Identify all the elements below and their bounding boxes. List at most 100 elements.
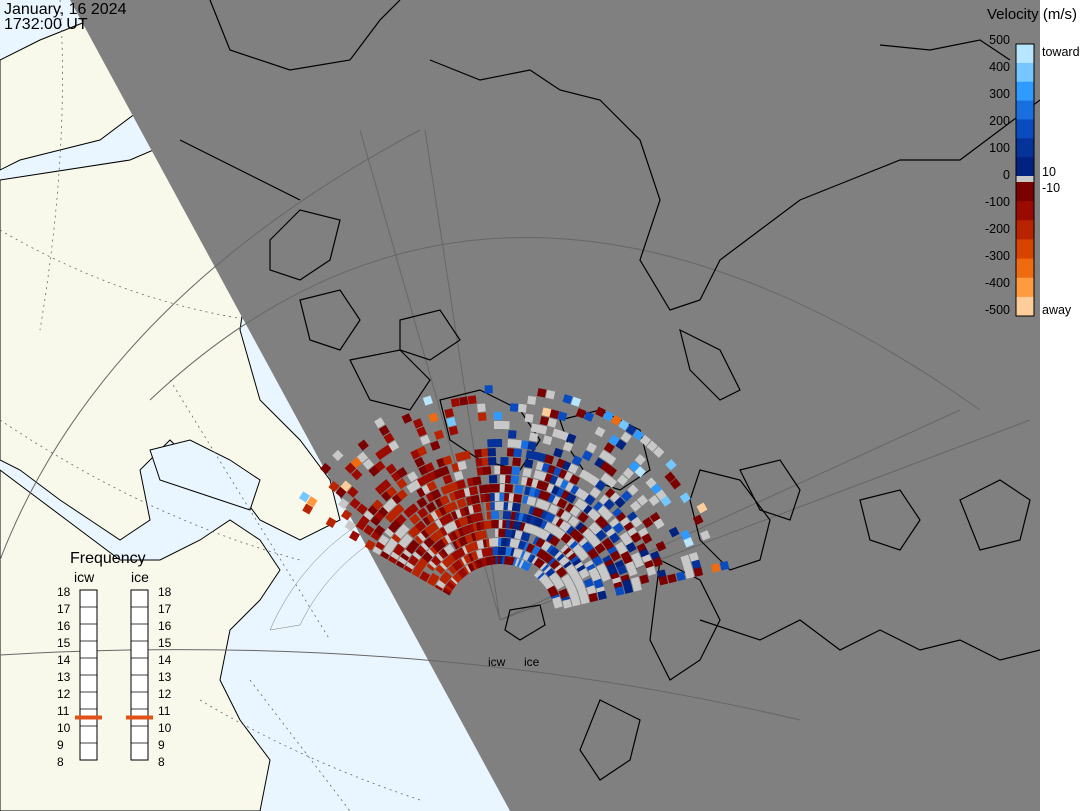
velocity-cell: [442, 474, 453, 485]
velocity-cell: [497, 546, 507, 556]
colorbar-segment: [1016, 296, 1034, 317]
velocity-cell: [605, 453, 617, 466]
velocity-cell: [511, 466, 521, 476]
velocity-cell: [383, 432, 395, 444]
radar-label-ice: ice: [524, 655, 540, 669]
velocity-cell: [423, 536, 435, 549]
velocity-cell: [320, 462, 332, 475]
velocity-cell: [639, 574, 650, 585]
freq-scale-right: 16: [158, 619, 172, 633]
velocity-cell: [374, 417, 386, 429]
velocity-cell: [356, 503, 368, 515]
velocity-cell: [453, 470, 464, 481]
velocity-cell: [488, 475, 498, 484]
velocity-cell: [605, 476, 618, 489]
velocity-cell: [502, 510, 512, 520]
velocity-cell: [434, 429, 445, 440]
velocity-cell: [349, 530, 360, 542]
velocity-cell: [527, 395, 537, 405]
velocity-cell: [642, 517, 654, 529]
velocity-cell: [512, 493, 523, 503]
velocity-cell: [401, 533, 413, 545]
velocity-cell: [616, 564, 628, 575]
velocity-cell: [632, 429, 644, 441]
freq-scale-right: 12: [158, 687, 172, 701]
day-land-hudson-region: [149, 439, 261, 511]
velocity-cell: [602, 410, 614, 422]
velocity-cell: [344, 520, 356, 532]
velocity-cell: [530, 423, 540, 433]
velocity-cell: [349, 497, 361, 510]
velocity-cell: [646, 565, 657, 576]
colorbar-segment: [1016, 220, 1034, 240]
velocity-cell: [655, 540, 667, 552]
velocity-cell: [484, 385, 493, 394]
velocity-cell: [719, 560, 730, 571]
velocity-cell: [417, 507, 429, 519]
velocity-cell: [594, 426, 606, 438]
freq-scale-left: 18: [57, 585, 71, 599]
velocity-cell: [618, 419, 630, 431]
colorbar-segment: [1016, 62, 1034, 83]
velocity-cell: [378, 534, 390, 546]
velocity-cell: [577, 511, 589, 524]
velocity-cell: [533, 517, 544, 528]
velocity-cell: [609, 550, 621, 562]
velocity-cell: [544, 454, 555, 465]
velocity-cell: [680, 529, 691, 541]
velocity-cell: [595, 479, 607, 492]
velocity-cell: [302, 503, 314, 515]
velocity-cell: [487, 439, 496, 448]
velocity-cell: [548, 535, 561, 547]
velocity-cell: [634, 454, 646, 466]
velocity-cell: [653, 518, 665, 530]
velocity-cell: [427, 521, 439, 534]
velocity-cell: [646, 440, 658, 452]
velocity-cell: [588, 592, 599, 603]
velocity-cell: [636, 494, 649, 507]
frequency-marker: [126, 715, 153, 720]
velocity-cell: [325, 517, 337, 528]
time-label: 1732:00 UT: [4, 16, 88, 33]
velocity-cell: [396, 467, 408, 479]
velocity-cell: [560, 510, 572, 522]
freq-scale-left: 13: [57, 670, 71, 684]
velocity-cell: [444, 408, 455, 418]
freq-scale-right: 14: [158, 653, 172, 667]
velocity-cell: [537, 424, 548, 435]
velocity-cell: [457, 460, 467, 471]
velocity-cell: [553, 447, 564, 458]
velocity-cell: [356, 451, 369, 463]
velocity-cell: [570, 596, 581, 607]
velocity-cell: [425, 501, 437, 513]
velocity-cell: [357, 439, 369, 451]
freq-scale-left: 15: [57, 636, 71, 650]
velocity-cell: [683, 537, 694, 548]
freq-scale-right: 10: [158, 721, 172, 735]
velocity-cell: [710, 562, 721, 573]
velocity-cell: [428, 412, 439, 423]
velocity-cell: [555, 566, 568, 578]
colorbar-tick: 200: [989, 114, 1010, 128]
velocity-cell: [572, 531, 584, 543]
velocity-cell: [600, 571, 611, 582]
velocity-cell: [664, 471, 676, 483]
velocity-cell: [517, 403, 527, 413]
velocity-cell: [388, 440, 400, 452]
velocity-cell: [493, 420, 503, 430]
velocity-cell: [461, 450, 471, 461]
colorbar-segment: [1016, 157, 1034, 177]
velocity-cell: [583, 411, 595, 422]
velocity-cell: [520, 531, 531, 542]
velocity-cell: [477, 530, 488, 540]
freq-scale-left: 9: [57, 738, 64, 752]
velocity-cell: [477, 412, 487, 422]
velocity-cell: [658, 575, 669, 586]
velocity-cell: [559, 430, 570, 441]
velocity-cell: [552, 428, 562, 439]
velocity-cell: [579, 594, 590, 605]
freq-scale-left: 10: [57, 721, 71, 735]
velocity-cell: [374, 460, 386, 472]
colorbar-tick: -100: [984, 195, 1010, 209]
velocity-cell: [477, 403, 486, 413]
